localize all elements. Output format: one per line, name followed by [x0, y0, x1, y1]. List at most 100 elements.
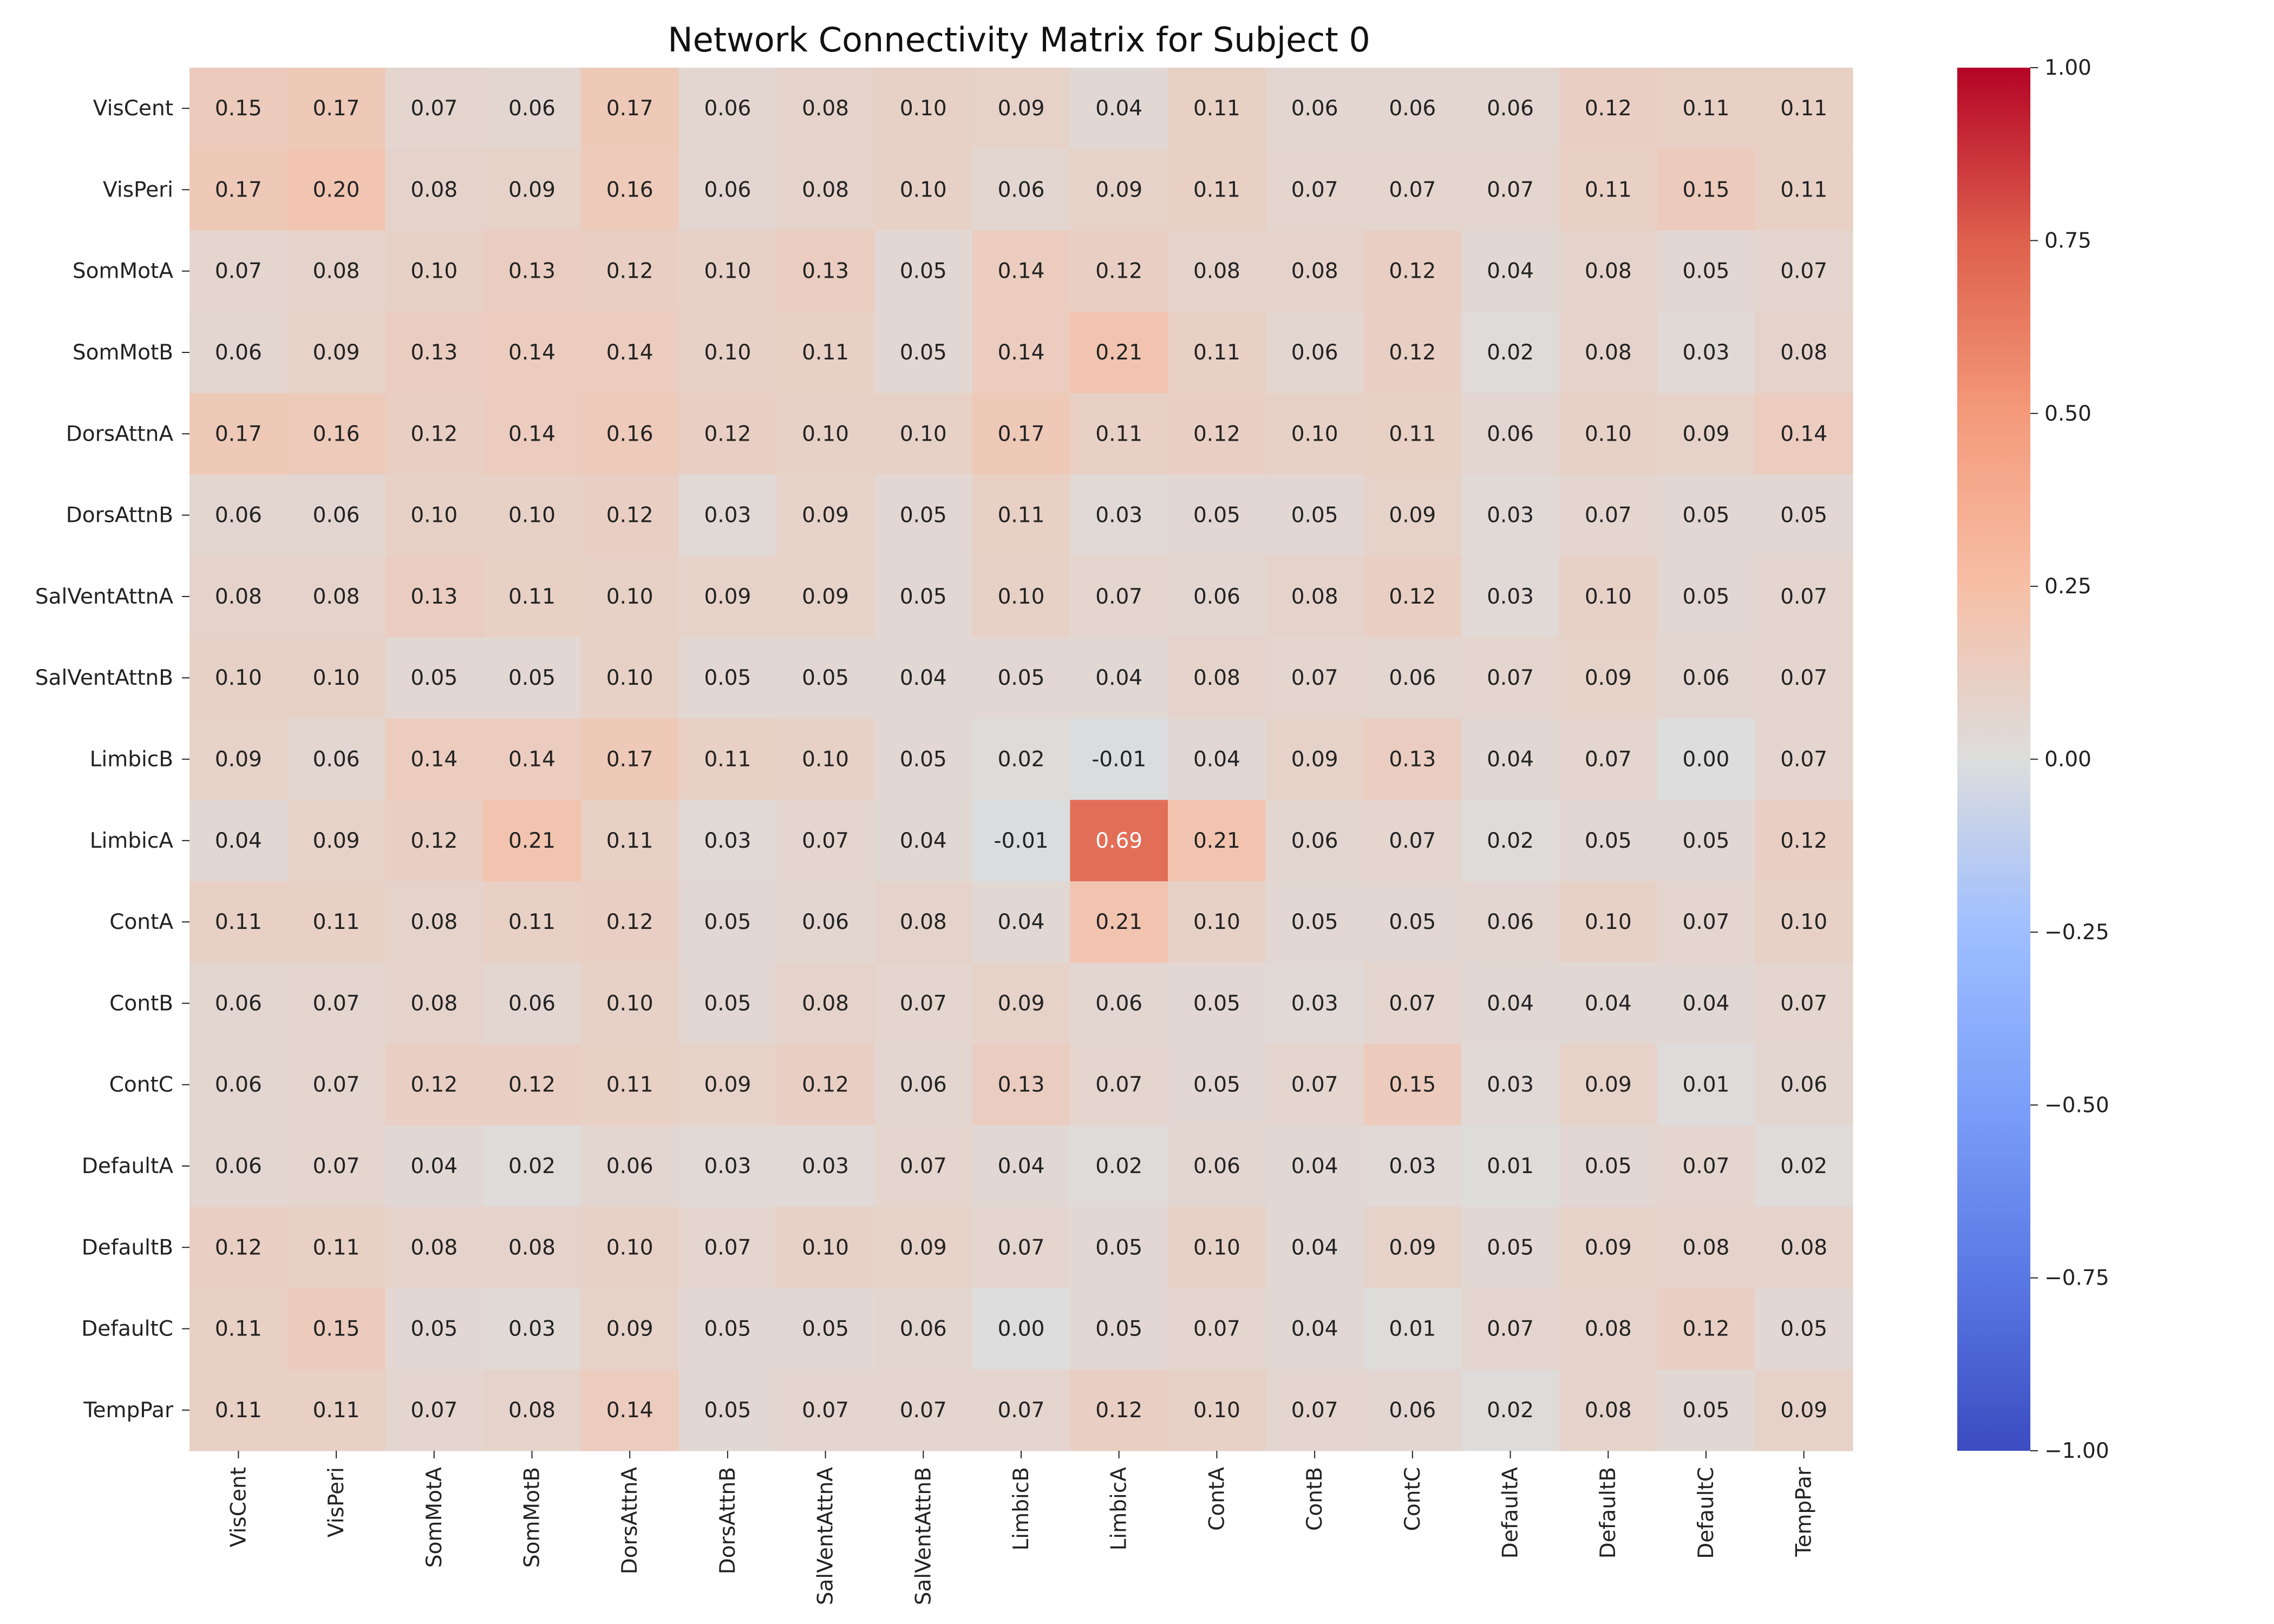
- cell-value-DefaultA-SalVentAttnA: 0.03: [802, 1154, 849, 1178]
- cell-value-DefaultB-DefaultB: 0.09: [1585, 1235, 1632, 1260]
- heatmap-cell-VisCent-DefaultB: [1559, 68, 1658, 149]
- cell-value-DefaultC-SalVentAttnA: 0.05: [802, 1317, 849, 1341]
- heatmap-cell-DefaultA-DorsAttnB: [678, 1125, 777, 1207]
- cell-value-DefaultA-SomMotB: 0.02: [508, 1154, 556, 1178]
- cell-value-SalVentAttnA-SomMotA: 0.13: [410, 585, 458, 609]
- heatmap-cell-DorsAttnB-DefaultB: [1559, 474, 1658, 556]
- heatmap-cell-DefaultC-LimbicA: [1070, 1288, 1168, 1370]
- cell-value-DorsAttnA-ContB: 0.10: [1291, 422, 1338, 446]
- cell-value-LimbicA-VisCent: 0.04: [215, 829, 262, 853]
- heatmap-cell-ContB-VisPeri: [287, 962, 386, 1045]
- heatmap-cell-VisPeri-VisCent: [190, 149, 288, 231]
- heatmap-cell-DefaultC-TempPar: [1755, 1288, 1853, 1370]
- heatmap-cell-LimbicB-DorsAttnB: [678, 718, 777, 801]
- heatmap-cell-VisPeri-ContB: [1265, 149, 1364, 231]
- cell-value-VisPeri-SalVentAttnA: 0.08: [802, 178, 849, 202]
- cell-value-SomMotA-LimbicB: 0.14: [998, 259, 1045, 284]
- cell-value-DefaultA-SomMotA: 0.04: [410, 1154, 458, 1178]
- heatmap-cell-LimbicA-ContA: [1168, 800, 1266, 882]
- colorbar-tick-label: 1.00: [2044, 56, 2092, 80]
- cell-value-VisPeri-LimbicB: 0.06: [998, 178, 1045, 202]
- cell-value-SalVentAttnA-DorsAttnB: 0.09: [704, 585, 751, 609]
- cell-value-SalVentAttnB-SalVentAttnA: 0.05: [802, 666, 849, 690]
- heatmap-cell-VisCent-ContB: [1265, 68, 1364, 149]
- cell-value-TempPar-VisPeri: 0.11: [313, 1398, 360, 1423]
- cell-value-SomMotA-DefaultC: 0.05: [1683, 259, 1730, 284]
- heatmap-cell-ContC-ContB: [1265, 1044, 1364, 1126]
- heatmap-cell-DefaultB-SalVentAttnB: [874, 1207, 973, 1289]
- heatmap-cell-DefaultC-DefaultC: [1657, 1288, 1755, 1370]
- cell-value-VisPeri-TempPar: 0.11: [1780, 178, 1827, 202]
- cell-value-LimbicA-LimbicA: 0.69: [1095, 829, 1142, 853]
- row-label-ContA: ContA: [109, 910, 173, 934]
- cell-value-DorsAttnA-ContC: 0.11: [1389, 422, 1436, 446]
- heatmap-cell-SomMotB-DorsAttnB: [678, 311, 777, 394]
- cell-value-LimbicB-TempPar: 0.07: [1780, 748, 1827, 772]
- cell-value-DefaultA-ContA: 0.06: [1193, 1154, 1240, 1178]
- heatmap-cell-DefaultC-ContB: [1265, 1288, 1364, 1370]
- heatmap-cell-LimbicB-TempPar: [1755, 718, 1853, 801]
- cell-value-SomMotA-TempPar: 0.07: [1780, 259, 1827, 284]
- heatmap-cell-SomMotB-TempPar: [1755, 311, 1853, 394]
- colorbar-tick-label: 0.75: [2044, 228, 2092, 253]
- cell-value-SalVentAttnB-DefaultB: 0.09: [1585, 666, 1632, 690]
- cell-value-ContC-ContB: 0.07: [1291, 1073, 1338, 1097]
- cell-value-DefaultB-SomMotB: 0.08: [508, 1235, 556, 1260]
- heatmap-cell-SomMotA-DefaultA: [1461, 230, 1560, 312]
- heatmap-cell-SalVentAttnB-DorsAttnA: [580, 637, 679, 719]
- heatmap-cell-SomMotB-DefaultA: [1461, 311, 1560, 394]
- cell-value-LimbicB-DorsAttnA: 0.17: [606, 748, 654, 772]
- cell-value-TempPar-ContA: 0.10: [1193, 1398, 1240, 1423]
- cell-value-SalVentAttnA-TempPar: 0.07: [1780, 585, 1827, 609]
- cell-value-VisPeri-LimbicA: 0.09: [1095, 178, 1142, 202]
- cell-value-DorsAttnA-SomMotB: 0.14: [508, 422, 556, 446]
- cell-value-DorsAttnB-VisPeri: 0.06: [313, 503, 360, 528]
- cell-value-ContB-VisCent: 0.06: [215, 991, 262, 1016]
- heatmap-cell-LimbicA-LimbicA: [1070, 800, 1168, 882]
- heatmap-cell-ContA-SomMotA: [385, 881, 483, 963]
- cell-value-ContB-SalVentAttnA: 0.08: [802, 991, 849, 1016]
- colorbar: −1.00 −0.75 −0.50 −0.25 0.00 0.25 0.50 0.75 1.00: [1957, 56, 2109, 1463]
- cell-value-DefaultB-SomMotA: 0.08: [410, 1235, 458, 1260]
- heatmap-cell-LimbicB-VisPeri: [287, 718, 386, 801]
- cell-value-DorsAttnB-SomMotA: 0.10: [410, 503, 458, 528]
- cell-value-ContA-ContC: 0.05: [1389, 910, 1436, 934]
- cell-value-LimbicA-ContB: 0.06: [1291, 829, 1338, 853]
- column-label-VisCent: VisCent: [226, 1467, 251, 1547]
- heatmap-cell-DefaultA-DefaultC: [1657, 1125, 1755, 1207]
- cell-value-ContB-ContC: 0.07: [1389, 991, 1436, 1016]
- heatmap-cell-SomMotA-VisCent: [190, 230, 288, 312]
- cell-value-ContC-DefaultB: 0.09: [1585, 1073, 1632, 1097]
- cell-value-SomMotB-LimbicB: 0.14: [998, 340, 1045, 365]
- row-label-DefaultB: DefaultB: [82, 1235, 173, 1260]
- heatmap-cell-VisCent-DefaultA: [1461, 68, 1560, 149]
- cell-value-SalVentAttnB-VisCent: 0.10: [215, 666, 262, 690]
- colorbar-tick-label: 0.00: [2044, 748, 2092, 772]
- heatmap-cell-VisCent-DorsAttnA: [580, 68, 679, 149]
- heatmap-cell-SalVentAttnB-LimbicB: [972, 637, 1070, 719]
- cell-value-DefaultC-TempPar: 0.05: [1780, 1317, 1827, 1341]
- cell-value-DefaultC-DefaultA: 0.07: [1487, 1317, 1534, 1341]
- heatmap-cell-TempPar-DefaultB: [1559, 1369, 1658, 1451]
- heatmap-cell-DefaultB-DorsAttnA: [580, 1207, 679, 1289]
- cell-value-SomMotA-SalVentAttnB: 0.05: [900, 259, 947, 284]
- cell-value-SomMotB-SomMotA: 0.13: [410, 340, 458, 365]
- cell-value-LimbicA-TempPar: 0.12: [1780, 829, 1827, 853]
- heatmap-cell-DefaultB-DorsAttnB: [678, 1207, 777, 1289]
- heatmap-cell-ContC-VisCent: [190, 1044, 288, 1126]
- heatmap-cell-LimbicB-DefaultB: [1559, 718, 1658, 801]
- cell-value-ContA-LimbicB: 0.04: [998, 910, 1045, 934]
- heatmap-cell-DefaultA-SalVentAttnA: [776, 1125, 875, 1207]
- heatmap-cell-DorsAttnA-DefaultA: [1461, 393, 1560, 475]
- cell-value-LimbicA-DorsAttnB: 0.03: [704, 829, 751, 853]
- cell-value-DorsAttnB-DorsAttnA: 0.12: [606, 503, 654, 528]
- cell-value-SomMotB-DefaultA: 0.02: [1487, 340, 1534, 365]
- heatmap-cell-ContB-SomMotB: [483, 962, 581, 1045]
- heatmap-cell-DorsAttnA-ContB: [1265, 393, 1364, 475]
- heatmap-cell-LimbicA-VisPeri: [287, 800, 386, 882]
- cell-value-SomMotA-DorsAttnA: 0.12: [606, 259, 654, 284]
- heatmap-cell-DefaultB-VisPeri: [287, 1207, 386, 1289]
- cell-value-DefaultB-DefaultC: 0.08: [1683, 1235, 1730, 1260]
- cell-value-ContA-DefaultB: 0.10: [1585, 910, 1632, 934]
- cell-value-DefaultC-VisCent: 0.11: [215, 1317, 262, 1341]
